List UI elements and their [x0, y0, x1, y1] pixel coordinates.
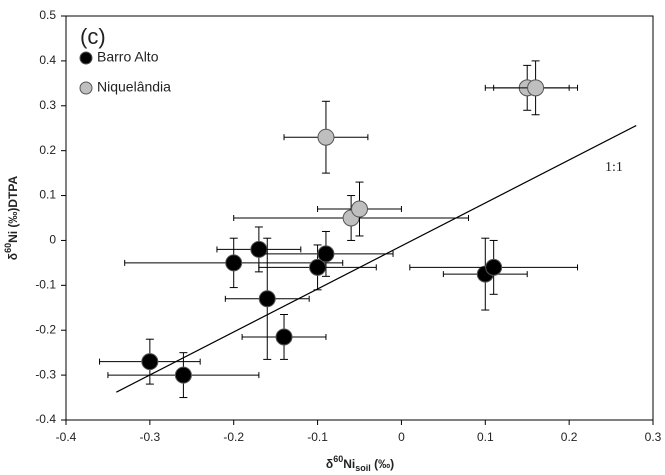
- y-tick-label: 0.3: [39, 98, 56, 112]
- point: [225, 254, 243, 272]
- y-label-part: 60: [3, 243, 13, 253]
- point: [141, 353, 159, 371]
- x-label-part: 60: [333, 454, 343, 464]
- plot-frame: [65, 15, 654, 421]
- x-tick-label: -0.1: [307, 430, 328, 444]
- point: [275, 328, 293, 346]
- y-label-part: Ni (‰)DTPA: [6, 175, 20, 242]
- x-tick-label: 0.3: [645, 430, 662, 444]
- x-axis-label: δ60Nisoil (‰): [326, 454, 394, 473]
- point: [317, 128, 335, 146]
- x-tick-label: 0.2: [561, 430, 578, 444]
- y-tick-label: 0.4: [39, 53, 56, 67]
- y-axis-label: δ60Ni (‰)DTPA: [3, 175, 20, 260]
- x-label-part: soil: [355, 463, 371, 473]
- y-tick-label: -0.4: [35, 412, 56, 426]
- y-label-part: δ: [6, 253, 20, 260]
- reference-line: [116, 124, 637, 393]
- y-tick-label: -0.2: [35, 322, 56, 336]
- x-tick-label: -0.3: [140, 430, 161, 444]
- point: [317, 245, 335, 263]
- x-label-part: (‰): [371, 457, 394, 471]
- y-tick-label: 0.2: [39, 143, 56, 157]
- legend-marker: [79, 81, 93, 95]
- legend-label: Niquelândia: [97, 79, 171, 95]
- x-tick-label: -0.2: [223, 430, 244, 444]
- point: [258, 290, 276, 308]
- panel-label: (c): [80, 24, 106, 49]
- x-label-part: δ: [326, 457, 333, 471]
- reference-label: 1:1: [605, 160, 623, 175]
- point: [351, 200, 368, 218]
- y-tick-label: 0.1: [39, 188, 56, 202]
- x-tick-label: -0.4: [56, 430, 77, 444]
- x-tick-label: 0.1: [477, 430, 494, 444]
- legend-marker: [79, 51, 93, 65]
- y-tick-label: 0: [49, 233, 56, 247]
- legend-label: Barro Alto: [97, 49, 159, 65]
- x-tick-label: 0: [398, 430, 405, 444]
- point: [485, 258, 503, 276]
- y-tick-label: -0.3: [35, 367, 56, 381]
- y-tick-label: 0.5: [39, 8, 56, 22]
- x-label-part: Ni: [343, 457, 355, 471]
- point: [527, 79, 545, 97]
- point: [174, 366, 192, 384]
- y-tick-label: -0.1: [35, 278, 56, 292]
